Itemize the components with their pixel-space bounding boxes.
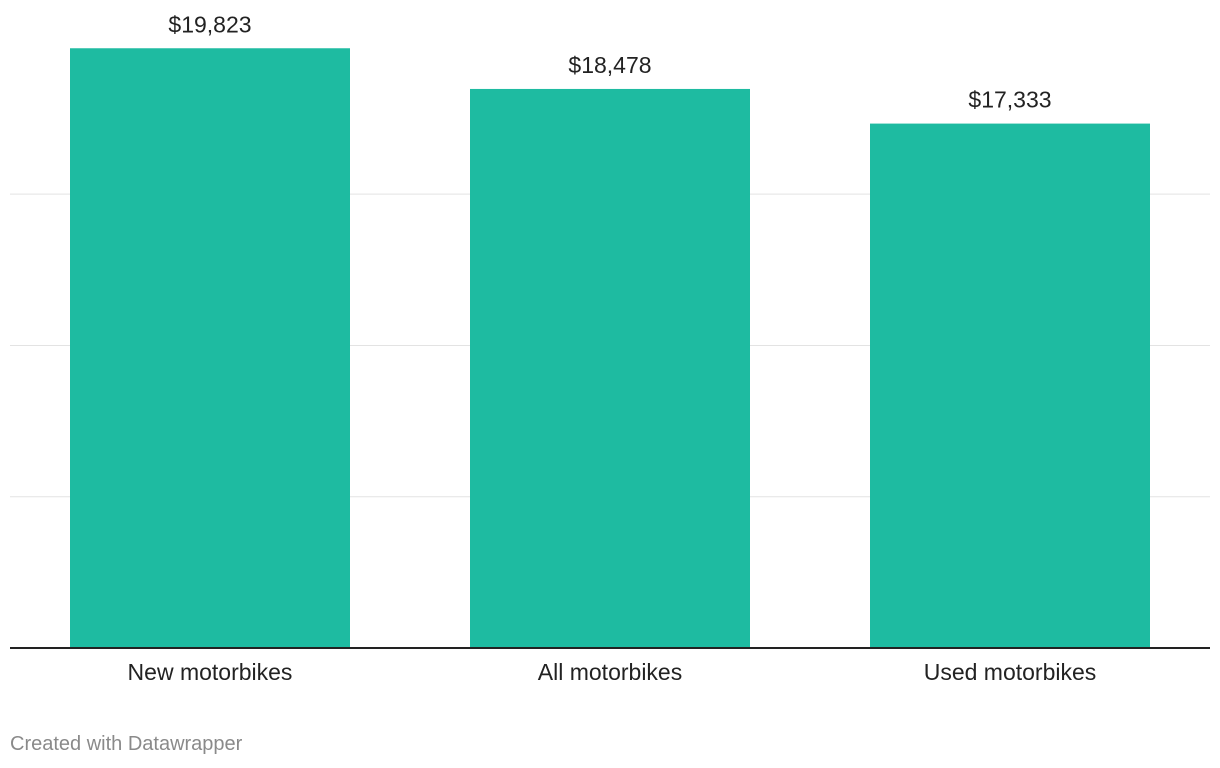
value-label: $17,333 — [968, 87, 1051, 113]
credit-text: Created with Datawrapper — [10, 733, 243, 755]
value-label: $18,478 — [568, 52, 651, 78]
value-labels: $19,823 $18,478 $17,333 — [168, 11, 1051, 112]
bar — [70, 48, 350, 649]
category-label: New motorbikes — [128, 659, 293, 685]
bar-chart: $19,823 $18,478 $17,333 New motorbikes All … — [10, 11, 1210, 685]
category-label: Used motorbikes — [924, 659, 1097, 685]
bar — [470, 88, 750, 648]
bar — [870, 123, 1150, 648]
category-labels: New motorbikes All motorbikes Used motorbi… — [128, 659, 1097, 685]
category-label: All motorbikes — [538, 659, 682, 685]
value-label: $19,823 — [168, 11, 251, 37]
bars — [70, 48, 1150, 649]
